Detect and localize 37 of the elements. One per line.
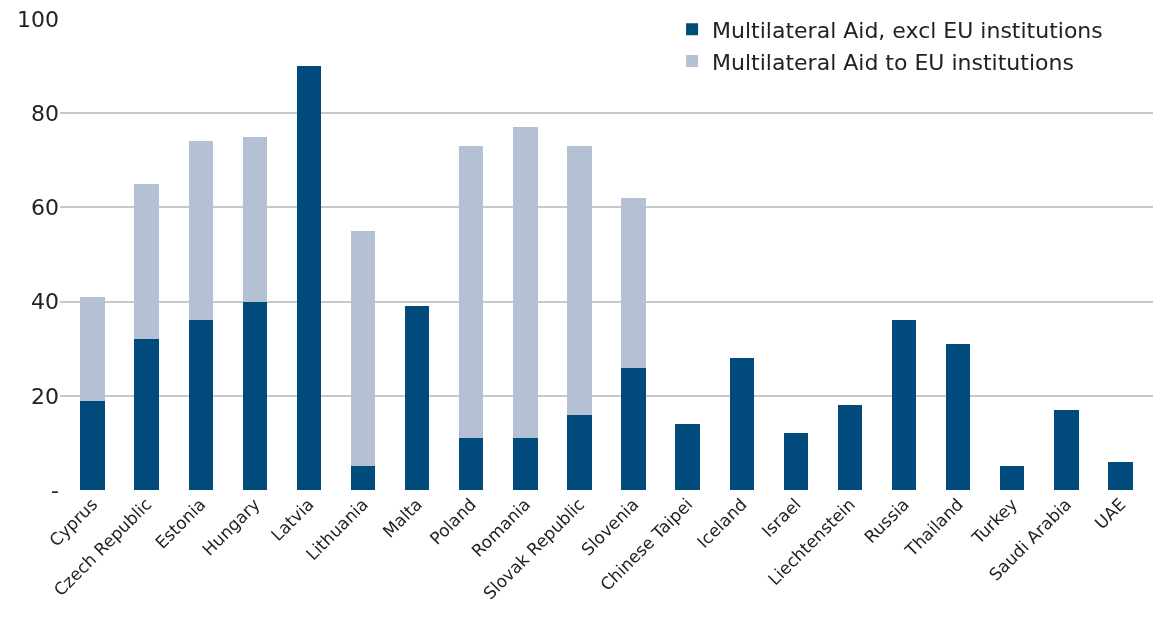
bar: [1054, 409, 1079, 490]
bar: [242, 301, 267, 490]
bar: [729, 358, 754, 490]
bar: [459, 438, 484, 490]
y-tick-label: -: [51, 477, 59, 503]
legend-label: Multilateral Aid, excl EU institutions: [712, 17, 1103, 43]
bar: [459, 146, 484, 439]
bar: [80, 400, 105, 490]
y-tick-label: 40: [31, 289, 59, 315]
bar: [946, 343, 971, 490]
y-tick-label: 100: [17, 6, 59, 32]
bar: [567, 414, 592, 490]
bar: [621, 197, 646, 368]
bar: [188, 141, 213, 321]
y-tick-label: 80: [31, 100, 59, 126]
y-tick-label: 60: [31, 195, 59, 221]
bar: [242, 136, 267, 302]
bar: [783, 433, 809, 490]
bar: [134, 183, 159, 340]
bar: [350, 230, 376, 467]
bar: [513, 438, 538, 490]
bar: [80, 296, 105, 401]
bar: [891, 320, 917, 490]
bar: [350, 466, 376, 490]
bar: [621, 367, 646, 490]
legend-label: Multilateral Aid to EU institutions: [712, 49, 1074, 75]
bar: [188, 320, 213, 490]
bar: [567, 146, 592, 415]
bar: [1108, 461, 1133, 490]
bar: [837, 405, 863, 490]
bar: [296, 66, 322, 490]
y-tick-label: 20: [31, 383, 59, 409]
bar: [1000, 466, 1025, 490]
bar: [675, 424, 700, 490]
bar: [513, 127, 538, 439]
bar: [404, 306, 430, 490]
bar: [134, 339, 159, 490]
